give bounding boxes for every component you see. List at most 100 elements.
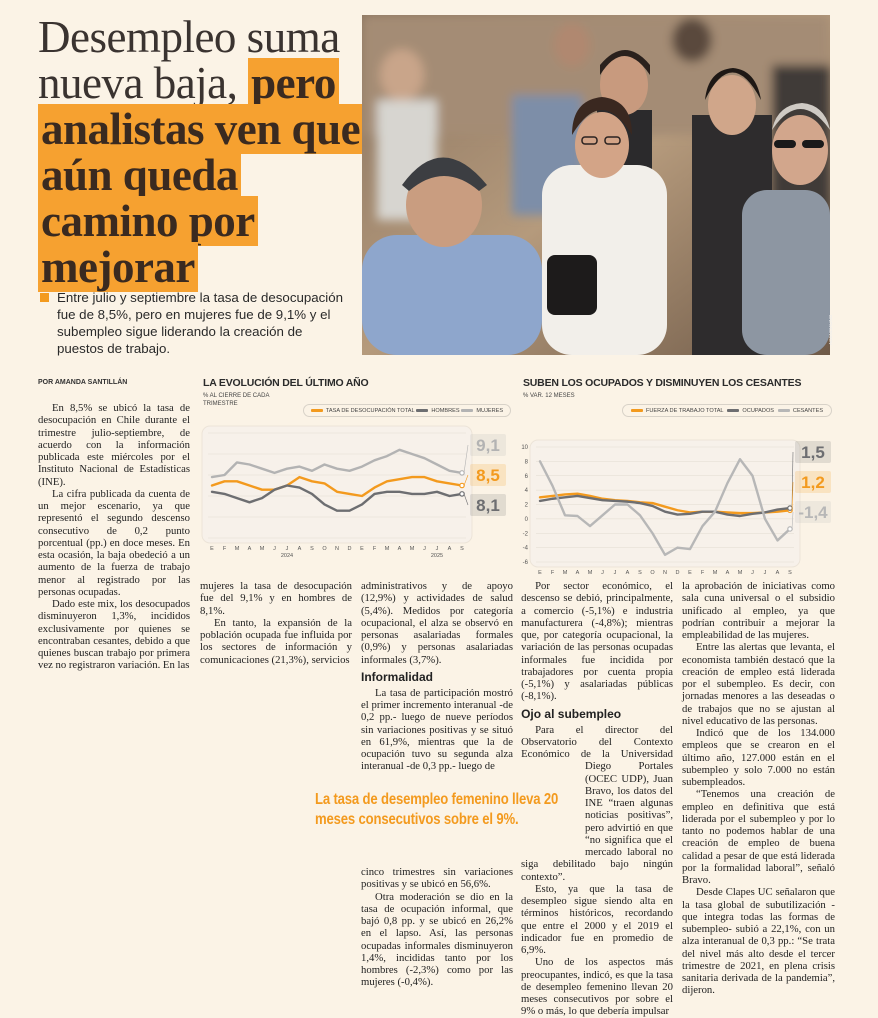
paragraph: Uno de los aspectos más preocupantes, in… (521, 956, 673, 1018)
year-label: 2024 (281, 553, 293, 559)
legend-item: TASA DE DESOCUPACIÓN TOTAL (310, 407, 415, 414)
x-tick-label: J (601, 570, 604, 575)
text-column: mujeres la tasa de desocupación fue del … (200, 580, 352, 666)
y-tick-label: 11 (200, 431, 201, 437)
y-tick-label: 0 (525, 517, 529, 523)
y-tick-label: 6 (200, 536, 201, 542)
paragraph: la aprobación de iniciativas como sala c… (682, 580, 835, 641)
value-label-box (470, 494, 506, 516)
value-label: 1,2 (801, 473, 825, 492)
y-tick-label: 6 (525, 474, 529, 480)
x-tick-label: A (298, 546, 302, 552)
paragraph: Por sector económico, el descenso se deb… (521, 580, 673, 703)
pull-quote: La tasa de desempleo femenino lleva 20 m… (315, 791, 559, 828)
year-label: 2025 (431, 553, 443, 559)
legend-item: CESANTES (777, 407, 824, 414)
legend-label: CESANTES (792, 407, 824, 414)
x-tick-label: M (410, 546, 415, 552)
x-tick-label: M (738, 570, 743, 575)
x-tick-label: J (614, 570, 617, 575)
byline: POR AMANDA SANTILLÁN (38, 379, 128, 386)
label-connector (791, 481, 794, 511)
legend-swatch (777, 409, 790, 412)
x-tick-label: A (398, 546, 402, 552)
x-tick-label: J (764, 570, 767, 575)
value-label-box (795, 501, 831, 523)
x-tick-label: M (260, 546, 265, 552)
value-label-box (470, 434, 506, 456)
x-tick-label: J (751, 570, 754, 575)
value-label: 8,5 (476, 466, 500, 485)
value-label: -1,4 (798, 503, 828, 522)
x-tick-label: J (423, 546, 426, 552)
value-label: 8,1 (476, 496, 500, 515)
legend-label: FUERZA DE TRABAJO TOTAL (645, 407, 724, 414)
x-tick-label: N (335, 546, 339, 552)
paragraph: Esto, ya que la tasa de desempleo sigue … (521, 882, 673, 956)
value-label: 1,5 (801, 443, 825, 462)
x-tick-label: J (273, 546, 276, 552)
x-tick-label: S (310, 546, 314, 552)
subheading: Ojo al subempleo (521, 706, 622, 721)
x-tick-label: A (248, 546, 252, 552)
x-tick-label: F (701, 570, 705, 575)
x-tick-label: J (436, 546, 439, 552)
series-line (538, 494, 792, 518)
paragraph: Para el director del Observatorio del Co… (521, 723, 673, 883)
label-connector (463, 444, 469, 473)
legend-item: MUJERES (461, 408, 503, 414)
chart: LA EVOLUCIÓN DEL ÚLTIMO AÑO % AL CIERRE D… (200, 375, 515, 575)
end-point (459, 482, 465, 489)
lede-bullet (40, 293, 49, 302)
chart: SUBEN LOS OCUPADOS Y DISMINUYEN LOS CESA… (520, 375, 835, 575)
legend-swatch (630, 409, 643, 412)
series-line (538, 458, 792, 557)
headline-plain: Desempleo suma nueva baja, (38, 12, 340, 108)
legend-swatch (310, 409, 323, 412)
headline: Desempleo suma nueva baja, pero analista… (38, 12, 368, 292)
x-tick-label: E (538, 570, 542, 575)
series-line (210, 475, 464, 498)
x-tick-label: A (726, 570, 730, 575)
x-tick-label: O (650, 570, 655, 575)
y-tick-label: 7 (200, 515, 201, 521)
legend-swatch (727, 409, 740, 412)
paragraph: “Tenemos una creación de empleo en defin… (682, 788, 835, 886)
text-column: cinco trimestres sin variaciones positiv… (361, 866, 513, 989)
paragraph: mujeres la tasa de desocupación fue del … (200, 580, 352, 617)
end-point (787, 505, 793, 511)
legend-label: MUJERES (476, 407, 504, 414)
paragraph: La cifra publicada da cuenta de un mejor… (38, 487, 190, 598)
x-tick-label: J (286, 546, 289, 552)
x-tick-label: M (588, 570, 593, 575)
x-tick-label: M (385, 546, 390, 552)
end-point (787, 526, 793, 532)
subheading: Informalidad (361, 669, 434, 684)
paragraph: cinco trimestres sin variaciones positiv… (361, 866, 513, 891)
series-line (210, 484, 464, 512)
legend-label: TASA DE DESOCUPACIÓN TOTAL (325, 407, 415, 414)
legend-label: HOMBRES (431, 407, 460, 414)
legend: FUERZA DE TRABAJO TOTAL OCUPADOS CESANTES (622, 404, 832, 417)
label-connector (791, 511, 794, 529)
y-tick-label: -2 (523, 531, 529, 537)
legend-item: FUERZA DE TRABAJO TOTAL (630, 407, 724, 414)
chart-title: LA EVOLUCIÓN DEL ÚLTIMO AÑO (203, 377, 369, 389)
plot: 6 7 8 9 10 11 E F M A M J J A S O N D E F M A M J J A S 2024 2025 9,1… (200, 425, 506, 559)
paragraph: Entre las alertas que levanta, el econom… (682, 641, 835, 727)
photo (362, 15, 830, 355)
photo-credit: AGENCIAUNO (828, 314, 833, 345)
x-tick-label: S (638, 570, 642, 575)
value-label: 9,1 (476, 436, 500, 455)
y-tick-label: -4 (523, 546, 529, 552)
paragraph: Desde Clapes UC señalaron que la tasa gl… (682, 886, 835, 997)
legend-item: OCUPADOS (727, 408, 774, 414)
x-tick-label: A (576, 570, 580, 575)
paragraph: Dado este mix, los desocupados disminuye… (38, 598, 190, 672)
x-tick-label: D (348, 546, 352, 552)
paragraph: En 8,5% se ubicó la tasa de desocupación… (38, 402, 190, 488)
plot: -6-4-20246810EFMAMJJASONDEFMAMJJAS202420… (521, 439, 831, 575)
end-point (459, 491, 465, 497)
series-line (210, 448, 464, 479)
